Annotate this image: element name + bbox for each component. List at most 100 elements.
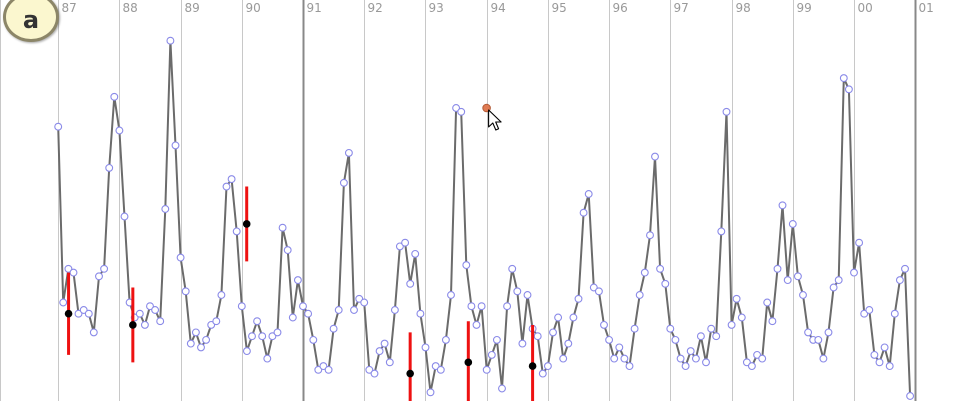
tick-label-95: 95 <box>552 1 567 15</box>
data-point <box>176 253 185 262</box>
data-point <box>783 276 792 285</box>
data-point <box>59 298 68 307</box>
data-point <box>401 238 410 247</box>
data-point <box>477 302 486 311</box>
data-point <box>804 328 813 337</box>
data-point <box>513 287 522 296</box>
arrow-pointer-icon <box>488 109 502 131</box>
data-point <box>237 302 246 311</box>
mean-marker <box>129 321 137 329</box>
tick-label-93: 93 <box>429 1 444 15</box>
data-point <box>579 208 588 217</box>
data-point <box>74 309 83 318</box>
data-point <box>844 85 853 94</box>
data-point <box>671 335 680 344</box>
data-point <box>793 272 802 281</box>
data-point <box>559 354 568 363</box>
arrow-pointer-shape <box>488 109 502 131</box>
data-point <box>661 279 670 288</box>
data-point <box>870 350 879 359</box>
data-point <box>620 354 629 363</box>
data-point <box>95 272 103 281</box>
data-point <box>574 294 583 303</box>
data-point <box>523 291 532 299</box>
data-point <box>589 283 598 292</box>
data-point <box>702 358 710 367</box>
data-point <box>309 335 318 344</box>
data-point <box>370 369 379 378</box>
data-point <box>191 328 200 337</box>
data-point <box>885 362 894 371</box>
data-point <box>135 309 144 318</box>
tick-label-01: 01 <box>919 1 934 15</box>
data-point <box>610 354 619 363</box>
data-point <box>533 332 542 341</box>
data-points <box>54 36 915 400</box>
data-point <box>217 291 226 299</box>
data-point <box>906 392 915 400</box>
data-point <box>248 332 256 341</box>
series-line <box>57 40 912 397</box>
data-point <box>171 141 180 150</box>
data-point <box>227 175 236 184</box>
data-point <box>232 227 241 236</box>
data-point <box>54 122 63 131</box>
data-point <box>549 328 557 337</box>
data-point <box>890 309 899 318</box>
data-point <box>799 291 807 299</box>
data-point <box>839 74 848 83</box>
data-point <box>895 276 904 285</box>
data-point <box>543 362 552 371</box>
mean-marker <box>464 358 473 367</box>
data-point <box>242 347 251 356</box>
data-point <box>722 107 731 116</box>
data-point <box>263 354 272 363</box>
data-point <box>299 302 307 311</box>
data-point <box>329 324 338 333</box>
data-point <box>768 317 777 326</box>
mean-marker <box>406 369 414 378</box>
data-point <box>452 104 461 112</box>
panel-label-badge: a <box>3 0 59 42</box>
data-point <box>834 276 843 285</box>
data-point <box>334 306 343 314</box>
data-point <box>773 264 782 273</box>
data-point <box>472 320 481 329</box>
data-point <box>212 317 221 326</box>
data-point <box>350 306 358 314</box>
data-point <box>814 335 823 344</box>
data-point <box>197 343 205 352</box>
data-point <box>288 313 297 322</box>
data-point <box>824 328 833 337</box>
data-point <box>778 201 787 210</box>
data-point <box>600 320 608 329</box>
data-point <box>666 324 675 333</box>
data-point <box>293 276 302 285</box>
data-point <box>630 324 639 333</box>
data-point <box>146 302 154 311</box>
data-point <box>151 306 160 314</box>
data-point <box>304 309 313 318</box>
data-point <box>319 362 328 371</box>
data-point <box>737 313 746 322</box>
data-point <box>426 388 435 397</box>
data-point <box>105 163 114 172</box>
data-point <box>161 205 170 213</box>
data-point <box>732 294 741 303</box>
data-point <box>487 350 496 359</box>
data-point <box>865 306 874 314</box>
tick-label-97: 97 <box>674 1 689 15</box>
data-point <box>375 347 384 356</box>
mean-marker <box>528 362 537 370</box>
tick-label-00: 00 <box>858 1 873 15</box>
data-point <box>380 339 389 348</box>
data-point <box>186 339 195 348</box>
data-point <box>360 298 369 307</box>
data-point <box>503 302 512 311</box>
data-point <box>436 365 445 374</box>
mean-marker <box>64 309 73 318</box>
data-point <box>441 335 450 344</box>
data-point <box>901 264 909 273</box>
tick-label-90: 90 <box>246 1 261 15</box>
